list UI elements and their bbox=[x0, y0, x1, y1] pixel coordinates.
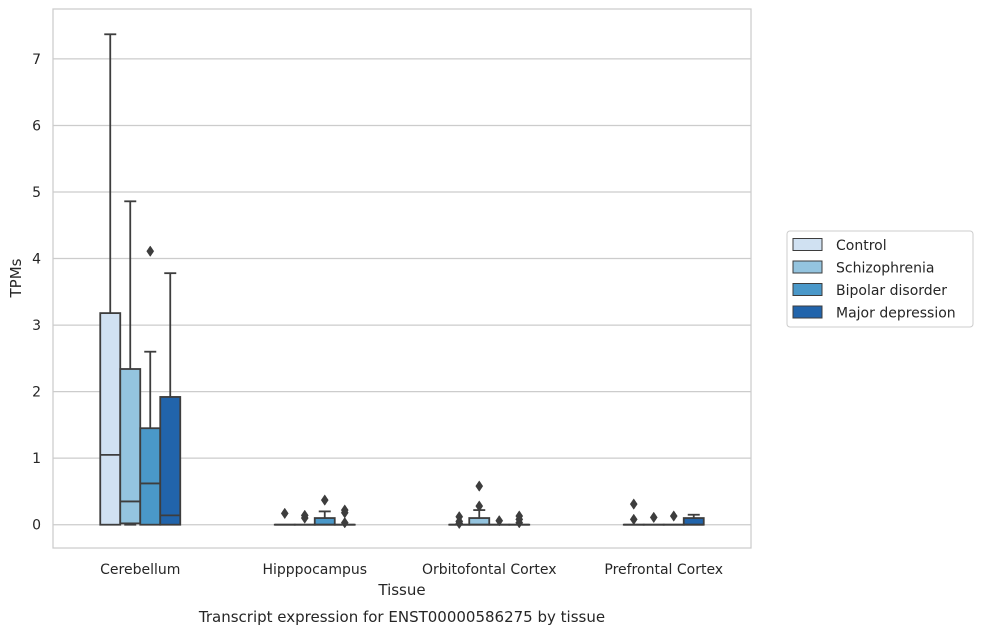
outlier-point bbox=[495, 515, 504, 527]
y-tick-labels: 0 1 2 3 4 5 6 7 bbox=[32, 52, 41, 534]
box-body bbox=[119, 368, 142, 525]
x-tick-label: Cerebellum bbox=[100, 562, 180, 578]
outlier-point bbox=[320, 494, 329, 506]
x-tick-label: Hipppocampus bbox=[262, 562, 367, 578]
outlier-point bbox=[649, 511, 658, 524]
outlier-point bbox=[475, 500, 484, 512]
y-tick-label: 4 bbox=[32, 252, 41, 268]
box-major-depression bbox=[333, 504, 356, 529]
y-axis-label: TPMs bbox=[7, 258, 25, 298]
y-tick-label: 3 bbox=[32, 318, 41, 334]
box-schizophrenia bbox=[642, 511, 665, 526]
legend-label: Bipolar disorder bbox=[836, 283, 947, 299]
outlier-point bbox=[515, 510, 524, 522]
outlier-point bbox=[300, 509, 309, 522]
y-tick-label: 1 bbox=[32, 451, 41, 467]
y-tick-label: 0 bbox=[32, 518, 41, 534]
box-major-depression bbox=[159, 272, 182, 526]
legend-label: Schizophrenia bbox=[836, 261, 934, 277]
box-body bbox=[468, 517, 491, 526]
y-tick-label: 2 bbox=[32, 385, 41, 401]
box-bipolar-disorder bbox=[313, 494, 336, 526]
legend-label: Major depression bbox=[836, 306, 956, 322]
box-bipolar-disorder bbox=[488, 515, 511, 527]
y-tick-label: 7 bbox=[32, 52, 41, 68]
box-body bbox=[99, 312, 122, 526]
box-control bbox=[273, 507, 296, 526]
y-tick-label: 5 bbox=[32, 185, 41, 201]
legend-swatch bbox=[792, 260, 823, 274]
plot-frame bbox=[52, 8, 752, 549]
box-control bbox=[622, 498, 645, 526]
box-bipolar-disorder bbox=[139, 245, 162, 526]
box-control bbox=[448, 511, 471, 530]
legend-swatch bbox=[792, 305, 823, 319]
box-bipolar-disorder bbox=[662, 510, 685, 526]
x-tick-label: Orbitofontal Cortex bbox=[422, 562, 557, 578]
outlier-point bbox=[629, 513, 638, 526]
legend: Control Schizophrenia Bipolar disorder Majo… bbox=[786, 230, 974, 328]
legend-frame bbox=[786, 230, 974, 328]
outlier-point bbox=[340, 504, 349, 516]
outlier-point bbox=[455, 511, 464, 523]
outlier-point bbox=[629, 498, 638, 510]
box-body bbox=[159, 396, 182, 526]
box-body bbox=[682, 517, 705, 526]
outlier-point bbox=[669, 510, 678, 522]
box-major-depression bbox=[508, 510, 531, 529]
box-control bbox=[99, 33, 122, 526]
box-schizophrenia bbox=[119, 200, 142, 526]
x-tick-label: Prefrontal Cortex bbox=[604, 562, 723, 578]
x-axis-label: Tissue bbox=[377, 581, 425, 599]
legend-swatch bbox=[792, 283, 823, 296]
legend-label: Control bbox=[836, 238, 887, 254]
y-tick-label: 6 bbox=[32, 118, 41, 134]
outlier-point bbox=[280, 507, 289, 520]
box-layer bbox=[99, 33, 705, 530]
outlier-point bbox=[340, 517, 349, 529]
x-tick-labels: Cerebellum Hipppocampus Orbitofontal Corte… bbox=[100, 562, 723, 578]
box-schizophrenia bbox=[468, 480, 491, 526]
box-schizophrenia bbox=[293, 509, 316, 526]
chart-caption: Transcript expression for ENST0000058627… bbox=[198, 608, 605, 626]
outlier-point bbox=[475, 480, 484, 492]
outlier-point bbox=[146, 245, 155, 257]
box-major-depression bbox=[682, 513, 705, 526]
box-body bbox=[139, 427, 162, 526]
legend-swatch bbox=[792, 238, 823, 251]
box-body bbox=[313, 517, 336, 526]
